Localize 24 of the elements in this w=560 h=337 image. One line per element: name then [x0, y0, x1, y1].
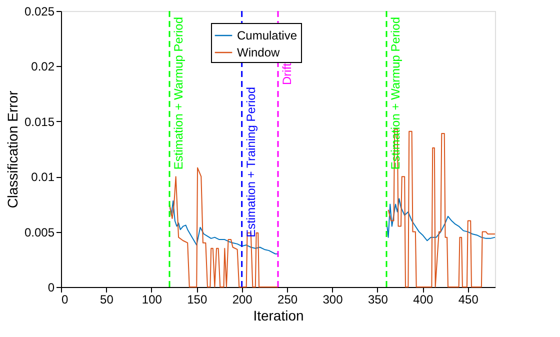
y-tick-label: 0.015: [24, 114, 55, 129]
x-tick-label: 50: [100, 292, 114, 306]
y-tick-label: 0.02: [31, 60, 55, 74]
x-tick-label: 100: [142, 292, 162, 306]
x-tick-label: 150: [187, 292, 208, 306]
legend-label: Window: [237, 46, 280, 60]
x-tick-label: 0: [62, 292, 68, 306]
x-tick-label: 250: [278, 292, 298, 306]
y-axis-title: Classification Error: [4, 90, 20, 208]
legend-label: Cumulative: [237, 28, 298, 42]
y-tick-label: 0: [48, 280, 55, 294]
ref-line-label: Estimation + Training Period: [244, 87, 258, 238]
y-tick-label: 0.025: [24, 4, 55, 18]
ref-line-label: Estimation + Warmup Period: [388, 17, 402, 170]
x-tick-label: 300: [322, 292, 344, 306]
y-tick-label: 0.01: [31, 170, 55, 184]
y-tick-label: 0.005: [24, 225, 55, 240]
x-tick-label: 450: [458, 292, 479, 306]
ref-line-label: Drift: [280, 62, 294, 85]
x-axis-title: Iteration: [253, 308, 304, 324]
ref-line-label: Estimation + Warmup Period: [172, 17, 186, 170]
x-tick-label: 400: [413, 292, 434, 306]
x-tick-label: 200: [232, 292, 253, 306]
x-tick-label: 350: [368, 292, 388, 306]
